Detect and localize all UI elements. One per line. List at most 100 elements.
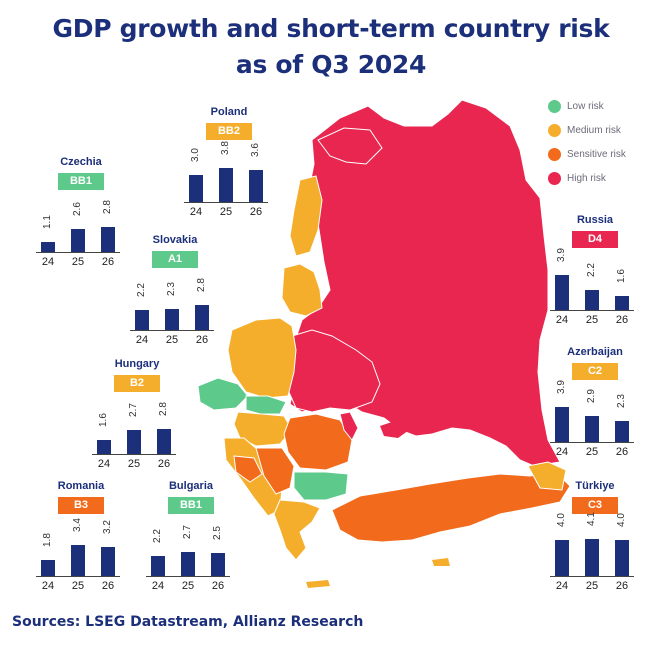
tick-czechia-24: 24 (41, 256, 55, 268)
title-line-1: GDP growth and short-term country risk (52, 14, 610, 43)
value-label-romania-24: 1.8 (42, 533, 53, 547)
bar-azerbaijan-24 (555, 407, 569, 442)
crimea (380, 420, 412, 438)
value-label-azerbaijan-26: 2.3 (616, 394, 627, 408)
bar-romania-24 (41, 560, 55, 576)
value-label-czechia-25: 2.6 (72, 202, 83, 216)
legend: Low risk Medium risk Sensitive risk High… (548, 94, 626, 190)
bar-trkiye-24 (555, 540, 569, 576)
value-label-hungary-26: 2.8 (158, 402, 169, 416)
region-greece (273, 499, 321, 561)
region-slovakia (245, 395, 287, 415)
value-label-slovakia-25: 2.3 (166, 282, 177, 296)
tick-azerbaijan-26: 26 (615, 446, 629, 458)
bar-slovakia-25 (165, 309, 179, 330)
tick-romania-25: 25 (71, 580, 85, 592)
value-label-bulgaria-26: 2.5 (212, 526, 223, 540)
value-label-hungary-25: 2.7 (128, 403, 139, 417)
bar-bulgaria-25 (181, 552, 195, 576)
bar-czechia-26 (101, 227, 115, 252)
rating-badge-bulgaria: BB1 (168, 497, 214, 514)
axis-poland (184, 202, 268, 203)
bar-hungary-24 (97, 440, 111, 454)
value-label-czechia-24: 1.1 (42, 215, 53, 229)
legend-item-sensitive: Sensitive risk (548, 142, 626, 166)
bar-trkiye-25 (585, 539, 599, 576)
region-cyprus (432, 558, 450, 566)
value-label-russia-26: 1.6 (616, 269, 627, 283)
value-label-trkiye-24: 4.0 (556, 513, 567, 527)
bar-hungary-25 (127, 430, 141, 454)
bar-bulgaria-24 (151, 556, 165, 576)
bar-russia-24 (555, 275, 569, 310)
bar-azerbaijan-26 (615, 421, 629, 442)
tick-bulgaria-25: 25 (181, 580, 195, 592)
source-note: Sources: LSEG Datastream, Allianz Resear… (12, 614, 364, 630)
tick-romania-26: 26 (101, 580, 115, 592)
panel-czechia: Czechia BB1 1.1 24 2.6 25 2.8 26 (26, 156, 136, 272)
legend-label-high: High risk (567, 172, 606, 184)
panel-russia: Russia D4 3.9 24 2.2 25 1.6 26 (540, 214, 650, 330)
panel-trkiye: Türkiye C3 4.0 24 4.1 25 4.0 26 (540, 480, 650, 596)
value-label-czechia-26: 2.8 (102, 200, 113, 214)
country-name-russia: Russia (576, 214, 614, 226)
tick-trkiye-24: 24 (555, 580, 569, 592)
region-hungary (233, 411, 293, 447)
bar-trkiye-26 (615, 540, 629, 576)
value-label-bulgaria-25: 2.7 (182, 525, 193, 539)
tick-hungary-24: 24 (97, 458, 111, 470)
legend-label-sensitive: Sensitive risk (567, 148, 626, 160)
bar-hungary-26 (157, 429, 171, 454)
value-label-bulgaria-24: 2.2 (152, 529, 163, 543)
value-label-poland-24: 3.0 (190, 148, 201, 162)
tick-slovakia-26: 26 (195, 334, 209, 346)
legend-item-low: Low risk (548, 94, 626, 118)
region-moldova (339, 411, 359, 441)
value-label-hungary-24: 1.6 (98, 413, 109, 427)
country-name-bulgaria: Bulgaria (168, 480, 213, 492)
tick-azerbaijan-25: 25 (585, 446, 599, 458)
rating-badge-hungary: B2 (114, 375, 160, 392)
rating-badge-slovakia: A1 (152, 251, 198, 268)
bar-russia-26 (615, 296, 629, 310)
tick-slovakia-24: 24 (135, 334, 149, 346)
legend-label-medium: Medium risk (567, 124, 621, 136)
region-caucasus (527, 461, 567, 491)
value-label-poland-26: 3.6 (250, 143, 261, 157)
axis-czechia (36, 252, 120, 253)
bar-poland-25 (219, 168, 233, 202)
legend-item-high: High risk (548, 166, 626, 190)
panel-slovakia: Slovakia A1 2.2 24 2.3 25 2.8 26 (120, 234, 230, 350)
tick-russia-25: 25 (585, 314, 599, 326)
black-sea (351, 431, 471, 487)
country-name-azerbaijan: Azerbaijan (567, 346, 623, 358)
tick-hungary-25: 25 (127, 458, 141, 470)
bar-poland-24 (189, 175, 203, 202)
tick-russia-24: 24 (555, 314, 569, 326)
axis-hungary (92, 454, 176, 455)
bar-slovakia-26 (195, 305, 209, 330)
region-serbia (255, 447, 295, 495)
legend-swatch-medium (548, 123, 561, 137)
axis-russia (550, 310, 634, 311)
country-name-hungary: Hungary (114, 358, 160, 370)
region-bulgaria (293, 471, 349, 501)
tick-poland-25: 25 (219, 206, 233, 218)
tick-bulgaria-24: 24 (151, 580, 165, 592)
region-finland (289, 175, 323, 257)
value-label-trkiye-26: 4.0 (616, 513, 627, 527)
region-bih (233, 455, 263, 483)
value-label-romania-26: 3.2 (102, 520, 113, 534)
country-name-trkiye: Türkiye (575, 480, 615, 492)
bar-romania-25 (71, 545, 85, 576)
rating-badge-poland: BB2 (206, 123, 252, 140)
tick-poland-24: 24 (189, 206, 203, 218)
region-ukraine (287, 329, 381, 413)
tick-czechia-26: 26 (101, 256, 115, 268)
region-baltics (281, 263, 323, 317)
axis-bulgaria (146, 576, 230, 577)
bar-bulgaria-26 (211, 553, 225, 576)
region-russia-kola (317, 127, 383, 165)
rating-badge-romania: B3 (58, 497, 104, 514)
value-label-russia-25: 2.2 (586, 263, 597, 277)
